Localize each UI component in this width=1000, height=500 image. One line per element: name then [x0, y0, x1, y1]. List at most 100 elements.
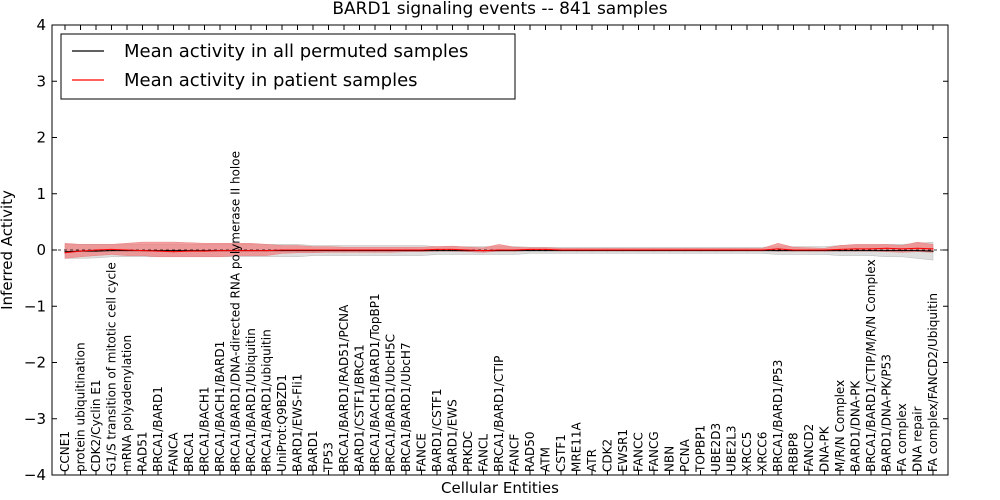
data-point	[172, 251, 175, 253]
data-point	[436, 248, 438, 251]
data-point	[839, 249, 841, 252]
legend: Mean activity in all permuted samples Mea…	[60, 33, 516, 100]
data-point	[436, 249, 438, 252]
legend-box	[60, 33, 516, 100]
x-tick-label: ATM	[539, 447, 553, 472]
x-tick-label: MRE11A	[570, 421, 584, 472]
data-point	[110, 249, 113, 252]
data-point	[622, 249, 624, 251]
data-point	[544, 248, 547, 251]
legend-label: Mean activity in all permuted samples	[124, 41, 468, 62]
data-point	[451, 249, 454, 252]
x-tick-label: FANCL	[477, 434, 491, 472]
data-point	[482, 249, 485, 252]
x-tick-label: BARD1/CSTF1	[430, 388, 444, 472]
data-point	[64, 252, 66, 254]
data-point	[529, 249, 531, 252]
data-point	[839, 248, 841, 251]
x-tick-label: PRKDC	[461, 431, 475, 472]
x-tick-label: BARD1/EWS	[446, 399, 460, 472]
x-tick-label: BRCA1/BARD1/CTIP	[492, 356, 506, 472]
data-point	[126, 249, 128, 251]
x-tick-label: TOPBP1	[694, 425, 708, 473]
x-tick-label: BRCA1/BARD1/ubiquitin	[260, 329, 274, 472]
x-tick-label: BRCA1/BARD1/UbcH7	[399, 342, 413, 472]
x-tick-label: mRNA polyadenylation	[120, 335, 134, 472]
data-point	[575, 249, 578, 251]
x-tick-label: FA complex/FANCD2/Ubiquitin	[926, 293, 940, 472]
x-tick-label: FANCE	[415, 433, 429, 472]
data-point	[932, 250, 934, 252]
data-point	[916, 247, 919, 249]
data-point	[327, 249, 330, 251]
x-axis: CCNE1 protein ubiquitination CDK2/Cyclin E…	[58, 25, 940, 475]
data-point	[870, 249, 872, 252]
y-tick-label: 4	[36, 16, 46, 34]
y-tick-label: 3	[36, 72, 46, 90]
y-tick-label: 1	[36, 185, 46, 203]
y-tick-label: −2	[24, 354, 46, 372]
data-point	[637, 249, 640, 251]
x-tick-label: FANCC	[632, 432, 646, 472]
data-point	[885, 247, 888, 249]
x-tick-label: BRCA1/BACH1	[198, 386, 212, 472]
data-point	[451, 248, 454, 251]
data-point	[746, 249, 748, 251]
data-point	[854, 248, 857, 250]
x-tick-label: FANCF	[508, 434, 522, 472]
x-tick-label: FA complex	[895, 403, 909, 472]
data-point	[203, 250, 206, 252]
data-point	[901, 249, 903, 252]
data-point	[544, 249, 547, 252]
x-tick-label: BRCA1/BARD1/CTIP/M/R/N Complex	[864, 259, 878, 472]
data-point	[141, 249, 144, 252]
x-tick-label: NBN	[663, 446, 677, 472]
data-point	[668, 249, 671, 251]
data-point	[529, 248, 531, 251]
x-tick-label: protein ubiquitination	[74, 342, 88, 472]
data-point	[95, 250, 97, 252]
data-point	[64, 251, 66, 253]
data-point	[405, 249, 407, 251]
x-tick-label: RAD51	[136, 431, 150, 472]
x-tick-label: BRCA1/BARD1/P53	[771, 360, 785, 472]
data-point	[374, 249, 376, 251]
x-tick-label: RAD50	[523, 431, 537, 472]
x-tick-label: CDK2/Cyclin E1	[89, 379, 103, 472]
data-point	[296, 249, 299, 251]
data-point	[95, 249, 97, 251]
data-point	[606, 249, 609, 251]
data-point	[715, 249, 717, 251]
data-point	[854, 249, 857, 252]
data-point	[343, 249, 345, 251]
data-point	[172, 249, 175, 252]
data-point	[901, 248, 903, 250]
x-tick-label: M/R/N Complex	[833, 380, 847, 472]
data-point	[777, 248, 779, 250]
data-point	[265, 249, 268, 252]
data-point	[792, 249, 795, 251]
x-tick-label: FANCD2	[802, 424, 816, 472]
x-tick-label: BRCA1/BARD1/DNA-directed RNA polymerase …	[229, 151, 243, 472]
data-point	[653, 249, 655, 251]
y-axis: 4 3 2 1 0 −1 −2 −3 −4	[24, 16, 948, 484]
x-tick-label: XRCC5	[740, 432, 754, 472]
data-point	[870, 248, 872, 250]
x-tick-label: BRCA1/BARD1/RAD51/PCNA	[337, 304, 351, 472]
y-tick-label: 2	[36, 129, 46, 147]
data-point	[358, 249, 361, 251]
x-tick-label: BARD1/CSTF1/BRCA1	[353, 344, 367, 472]
x-tick-label: G1/S transition of mitotic cell cycle	[105, 262, 119, 472]
x-tick-label: CSTF1	[554, 434, 568, 472]
x-tick-label: FANCA	[167, 432, 181, 472]
x-tick-label: BRCA1/BARD1/UbcH5C	[384, 334, 398, 472]
x-tick-label: RBBP8	[787, 432, 801, 472]
data-point	[699, 249, 702, 251]
x-tick-label: FANCG	[647, 431, 661, 472]
x-tick-label: DNA-PK	[818, 425, 832, 472]
x-tick-label: CDK2	[601, 439, 615, 472]
x-tick-label: TP53	[322, 442, 336, 473]
data-point	[389, 249, 392, 251]
x-tick-label: ATR	[585, 449, 599, 472]
chart-title: BARD1 signaling events -- 841 samples	[332, 0, 667, 19]
